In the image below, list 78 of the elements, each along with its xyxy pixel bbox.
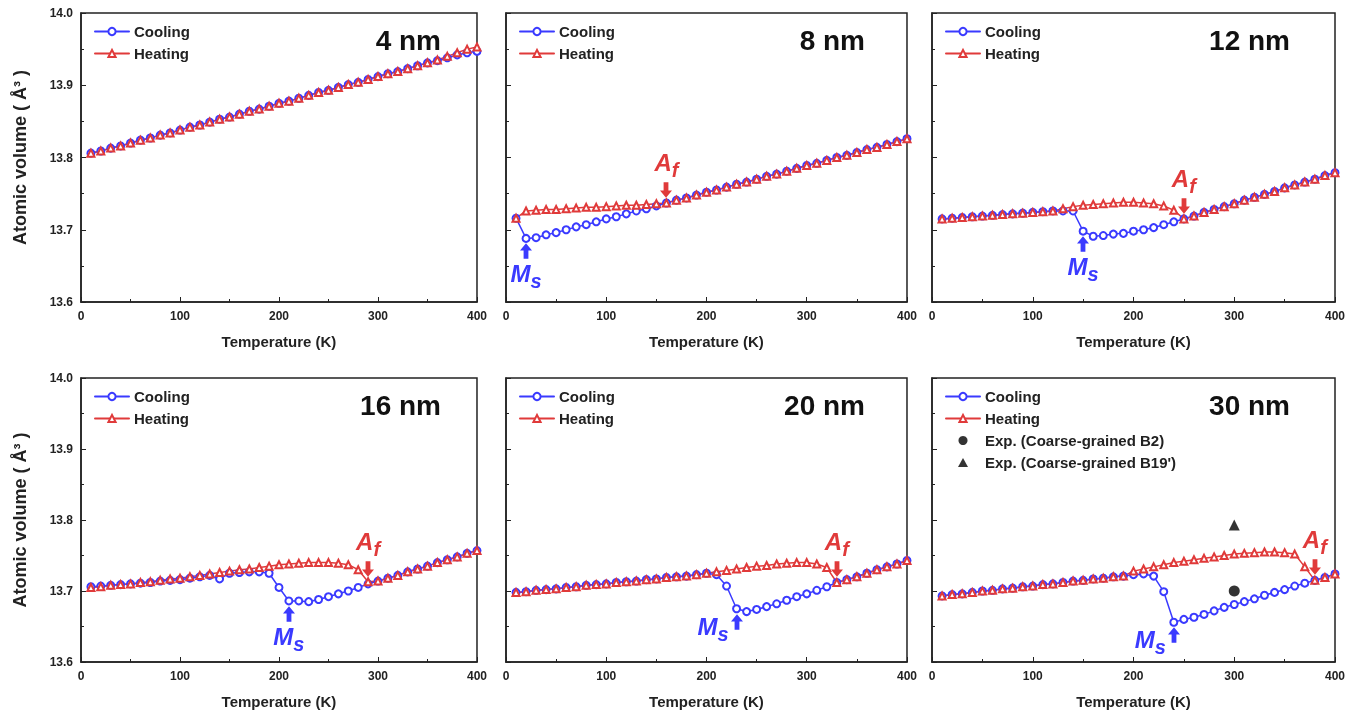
y-tick-label: 13.7 [49,584,74,598]
y-tick-label: 14.0 [49,6,74,20]
legend-label: Exp. (Coarse-grained B2) [985,432,1165,449]
x-tick-label: 200 [696,669,717,683]
legend-label: Heating [134,410,190,427]
annotation: A$_{f}$ [1170,164,1199,198]
y-tick-label: 13.6 [49,655,74,669]
legend-label: Heating [985,410,1041,427]
y-axis-title: Atomic volume ( Å³ ) [10,432,30,608]
annotation: M$_{s}$ [509,260,543,294]
annotation: M$_{s}$ [696,612,729,646]
legend-label: Cooling [985,23,1041,40]
annotation: A$_{f}$ [653,149,681,182]
annotation: A$_{f}$ [354,527,383,561]
x-tick-label: 400 [896,669,918,683]
x-tick-label: 100 [1022,669,1044,683]
y-tick-label: 13.8 [49,150,74,165]
x-tick-label: 300 [1224,669,1245,683]
legend-label: Cooling [134,388,190,405]
x-tick-label: 300 [367,669,389,683]
chart-title: 20 nm [784,389,866,421]
annotation: A$_{f}$ [1301,526,1330,560]
y-tick-label: 13.9 [49,78,74,93]
x-tick-label: 0 [502,309,510,323]
x-axis-title: Temperature (K) [221,333,337,350]
x-tick-label: 400 [896,309,918,323]
x-tick-label: 300 [796,309,818,323]
x-axis-title: Temperature (K) [649,333,764,350]
x-tick-label: 200 [268,309,290,323]
x-tick-label: 200 [696,309,717,323]
chart-title: 4 nm [375,24,442,56]
x-tick-label: 400 [1324,309,1346,323]
legend-label: Heating [559,410,615,427]
chart-title: 8 nm [799,24,866,56]
annotation: M$_{s}$ [1066,253,1100,286]
x-axis-title: Temperature (K) [1076,693,1191,710]
x-tick-label: 300 [367,309,389,323]
x-tick-label: 100 [1022,309,1044,323]
y-tick-label: 13.9 [49,442,74,456]
y-tick-label: 13.6 [49,295,74,309]
y-tick-label: 13.7 [49,222,74,237]
x-tick-label: 0 [928,309,936,323]
legend-label: Heating [985,45,1041,62]
x-tick-label: 100 [169,669,191,683]
legend-label: Heating [134,45,190,62]
x-tick-label: 300 [1224,309,1245,323]
chart-title: 16 nm [360,389,442,421]
x-tick-label: 0 [928,669,936,683]
annotation: M$_{s}$ [1133,626,1166,660]
y-tick-label: 14.0 [49,371,74,385]
x-tick-label: 400 [466,309,488,323]
x-tick-label: 100 [596,669,617,683]
x-axis-title: Temperature (K) [221,693,337,710]
x-tick-label: 0 [502,669,510,683]
x-tick-label: 200 [268,669,290,683]
x-tick-label: 400 [1324,669,1346,683]
x-tick-label: 100 [169,309,191,323]
x-axis-title: Temperature (K) [1076,333,1191,350]
legend-label: Cooling [985,388,1041,405]
annotation: A$_{f}$ [823,528,852,562]
chart-title: 12 nm [1209,24,1291,56]
x-axis-title: Temperature (K) [649,693,764,710]
x-tick-label: 200 [1123,309,1144,323]
x-tick-label: 0 [77,309,85,323]
x-tick-label: 200 [1123,669,1144,683]
legend-label: Exp. (Coarse-grained B19') [985,454,1177,471]
annotation: M$_{s}$ [272,622,306,656]
x-tick-label: 400 [466,669,488,683]
chart-title: 30 nm [1209,389,1291,421]
x-tick-label: 0 [77,669,85,683]
y-axis-title: Atomic volume ( Å³ ) [10,69,30,246]
y-tick-label: 13.8 [49,513,74,527]
x-tick-label: 100 [596,309,617,323]
x-tick-label: 300 [796,669,818,683]
legend-label: Cooling [134,23,190,40]
legend-label: Cooling [559,23,615,40]
legend-label: Cooling [559,388,615,405]
legend-label: Heating [559,45,615,62]
